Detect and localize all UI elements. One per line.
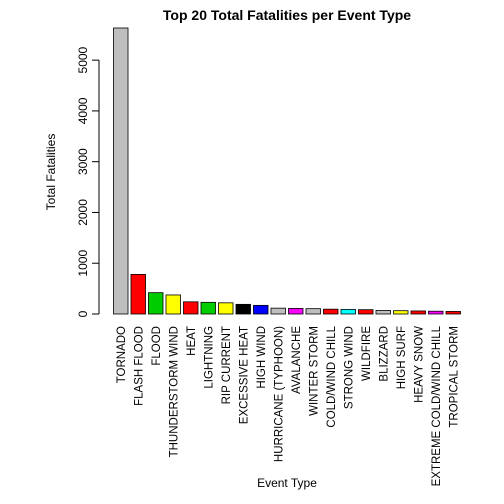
bar <box>235 303 251 315</box>
x-tick-label: HURRICANE (TYPHOON) <box>273 326 285 462</box>
x-tick-label: THUNDERSTORM WIND <box>168 326 180 457</box>
bar <box>305 308 321 315</box>
bars <box>113 27 461 315</box>
bar <box>270 307 286 315</box>
x-tick-label: HIGH WIND <box>256 326 268 389</box>
x-tick-label: HEAVY SNOW <box>413 326 425 403</box>
bar <box>410 310 426 315</box>
bar <box>428 310 444 315</box>
bar <box>218 302 234 315</box>
y-tick-label: 4000 <box>76 97 90 124</box>
bar <box>183 301 199 315</box>
x-tick-label: EXCESSIVE HEAT <box>238 326 250 424</box>
x-tick-label: LIGHTNING <box>203 326 215 389</box>
bar <box>253 304 269 315</box>
x-tick-label: WILDFIRE <box>361 326 373 381</box>
chart-title: Top 20 Total Fatalities per Event Type <box>163 7 411 23</box>
bar <box>113 27 129 315</box>
x-tick-label: BLIZZARD <box>378 326 390 382</box>
x-tick-label: COLD/WIND CHILL <box>326 325 338 427</box>
x-tick-label: RIP CURRENT <box>221 326 233 404</box>
y-tick-label: 5000 <box>76 46 90 73</box>
x-tick-label: TORNADO <box>116 326 128 383</box>
x-tick-label: TROPICAL STORM <box>448 326 460 428</box>
category-labels: TORNADO FLASH FLOOD FLOOD THUNDERSTORM WIND… <box>116 325 461 486</box>
bar <box>148 292 164 315</box>
bar <box>323 308 339 315</box>
y-tick-label: 3000 <box>76 148 90 175</box>
x-axis-label: Event Type <box>257 476 317 490</box>
y-tick-label: 2000 <box>76 199 90 226</box>
bar <box>358 309 374 315</box>
x-tick-label: WINTER STORM <box>308 326 320 416</box>
x-tick-label: STRONG WIND <box>343 326 355 409</box>
bar <box>375 310 391 315</box>
x-tick-label: EXTREME COLD/WIND CHILL <box>431 325 443 486</box>
y-axis: 0 1000 2000 3000 4000 5000 <box>76 46 100 317</box>
x-tick-label: FLOOD <box>151 326 163 366</box>
bar <box>340 309 356 315</box>
bar <box>165 294 181 315</box>
bar <box>130 273 146 315</box>
bar <box>445 311 461 315</box>
y-tick-label: 0 <box>76 310 90 317</box>
bar <box>393 310 409 315</box>
x-tick-label: HIGH SURF <box>396 326 408 389</box>
bar <box>288 308 304 315</box>
bar <box>200 301 216 315</box>
y-axis-label: Total Fatalities <box>44 134 58 211</box>
x-tick-label: FLASH FLOOD <box>133 326 145 406</box>
x-tick-label: AVALANCHE <box>291 326 303 394</box>
y-tick-label: 1000 <box>76 250 90 277</box>
x-tick-label: HEAT <box>186 326 198 356</box>
